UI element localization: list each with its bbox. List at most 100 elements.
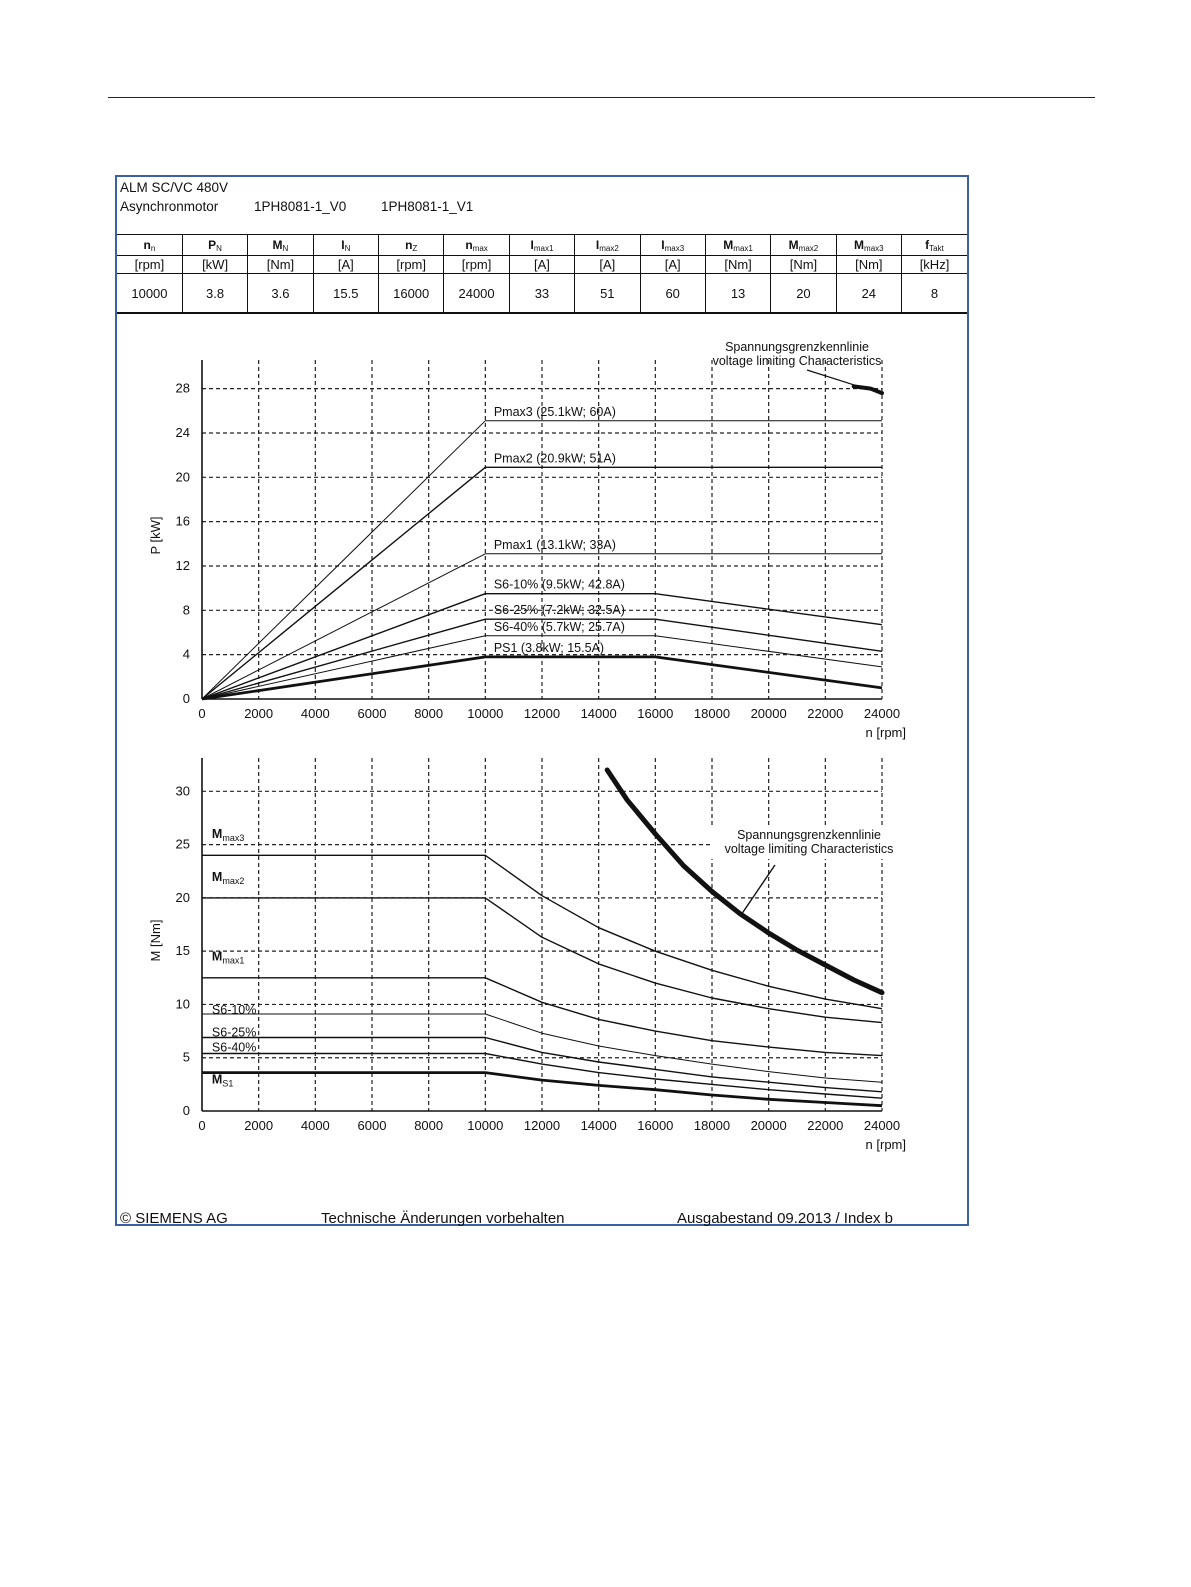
spec-symbol-sub: N (344, 243, 351, 253)
series-line (202, 897, 883, 1024)
spec-value-5: 24000 (443, 273, 510, 313)
x-axis-title: n [rpm] (866, 1137, 906, 1152)
spec-symbol-main: I (661, 237, 665, 252)
series-label: Mmax3 (212, 827, 244, 843)
y-tick-label: 5 (183, 1050, 190, 1065)
series-label-sub: max3 (222, 833, 244, 843)
y-tick-label: 20 (176, 469, 190, 484)
y-tick-label: 10 (176, 996, 190, 1011)
spec-value-3: 15.5 (312, 273, 380, 313)
x-tick-label: 0 (198, 1118, 205, 1133)
model-1: 1PH8081-1_V0 (254, 199, 347, 214)
spec-unit-12: [kHz] (901, 255, 967, 274)
y-tick-label: 0 (183, 1103, 190, 1118)
series-line (201, 655, 883, 701)
power-chart: 0 2000 4000 6000 8000 10000 12000 14000 16000 180… (148, 340, 906, 740)
x-tick-label: 14000 (581, 1118, 617, 1133)
series-label: Pmax2 (20.9kW; 51A) (494, 451, 616, 465)
spec-symbol-main: M (788, 237, 799, 252)
series-label-main: M (212, 950, 222, 964)
x-tick-label: 16000 (637, 1118, 673, 1133)
series-label: S6-25% (212, 1025, 256, 1039)
spec-symbol-sub: N (282, 243, 289, 253)
series-label-main: S6-25% (212, 1025, 256, 1039)
x-tick-label: 24000 (864, 706, 900, 721)
spec-symbol-main: f (925, 237, 930, 252)
series-line (201, 553, 882, 700)
spec-value-9: 13 (704, 273, 772, 313)
spec-symbol-0: nn (117, 234, 183, 256)
y-tick-label: 15 (176, 943, 190, 958)
x-tick-label: 8000 (414, 706, 443, 721)
spec-symbol-1: PN (181, 234, 249, 256)
y-tick-label: 12 (176, 558, 190, 573)
y-tick-label: 28 (176, 381, 190, 396)
spec-value-12: 8 (901, 273, 967, 313)
spec-symbol-main: M (272, 237, 283, 252)
spec-symbol-11: Mmax3 (835, 234, 903, 256)
spec-table: nn PN MN IN nZ nmax Imax1 Imax2 Imax3 Mmax1 Mmax2 M… (117, 234, 967, 313)
spec-symbol-main: M (723, 237, 734, 252)
series-line (202, 1036, 883, 1093)
spec-symbol-sub: max2 (798, 243, 819, 253)
spec-symbol-main: M (854, 237, 865, 252)
x-tick-label: 12000 (524, 1118, 560, 1133)
series-label-sub: max1 (222, 956, 244, 966)
model-2: 1PH8081-1_V1 (381, 199, 474, 214)
spec-unit-11: [Nm] (835, 255, 903, 274)
spec-value-11: 24 (835, 273, 903, 313)
footer-copyright: © SIEMENS AG (120, 1210, 228, 1227)
spec-symbol-sub: n (150, 243, 156, 253)
series-line (202, 1052, 883, 1099)
spec-value-10: 20 (770, 273, 837, 313)
series-label: S6-40% (5.7kW; 25.7A) (494, 620, 625, 634)
series-label-main: S6-10% (212, 1003, 256, 1017)
spec-symbol-main: n (405, 237, 413, 252)
x-axis-title: n [rpm] (866, 725, 906, 740)
series-label-sub: S1 (222, 1078, 233, 1088)
x-tick-label: 16000 (637, 706, 673, 721)
spec-symbol-sub: max3 (864, 243, 884, 253)
series-line (202, 1013, 883, 1083)
spec-symbol-sub: max (472, 243, 488, 253)
x-tick-label: 18000 (694, 1118, 730, 1133)
series-label-main: S6-40% (212, 1040, 256, 1054)
series-label-main: M (212, 870, 222, 884)
annotation-line-1: Spannungsgrenzkennlinie (737, 828, 881, 842)
x-tick-label: 2000 (244, 1118, 273, 1133)
x-tick-label: 10000 (467, 706, 503, 721)
annotation-line-1: Spannungsgrenzkennlinie (725, 340, 869, 354)
spec-unit-row: [rpm] [kW] [Nm] [A] [rpm] [rpm] [A] [A] [A] [Nm][… (117, 255, 967, 274)
x-tick-label: 8000 (414, 1118, 443, 1133)
series-line (202, 977, 883, 1057)
series-line (201, 635, 883, 700)
x-tick-label: 12000 (524, 706, 560, 721)
x-tick-label: 22000 (807, 1118, 843, 1133)
spec-symbol-main: n (465, 237, 473, 252)
spec-unit-1: [kW] (181, 255, 249, 274)
series-label: S6-10% (212, 1003, 256, 1017)
series-line (202, 1071, 883, 1108)
series-label: PS1 (3.8kW; 15.5A) (494, 641, 604, 655)
x-tick-label: 14000 (581, 706, 617, 721)
x-tick-label: 24000 (864, 1118, 900, 1133)
y-tick-label: 4 (183, 647, 190, 662)
spec-symbol-sub: Z (412, 243, 418, 253)
series-label: Mmax1 (212, 950, 244, 966)
annotation-line-2: voltage limiting Characteristics (713, 354, 882, 368)
y-tick-label: 30 (176, 783, 190, 798)
series-label: S6-25% (7.2kW; 32.5A) (494, 603, 625, 617)
footer-notice: Technische Änderungen vorbehalten (321, 1210, 565, 1227)
x-tick-label: 4000 (301, 706, 330, 721)
spec-symbol-main: P (208, 237, 217, 252)
series-label: Pmax1 (13.1kW; 33A) (494, 538, 616, 552)
x-tick-label: 0 (198, 706, 205, 721)
annotation-backdrop (710, 825, 910, 859)
x-tick-label: 10000 (467, 1118, 503, 1133)
motor-label: Asynchronmotor (120, 199, 219, 214)
series-line (201, 618, 883, 700)
footer-edition: Ausgabestand 09.2013 / Index b (677, 1210, 894, 1227)
x-tick-label: 6000 (358, 1118, 387, 1133)
series-line (201, 593, 883, 700)
voltage-limit-curve (604, 767, 885, 996)
